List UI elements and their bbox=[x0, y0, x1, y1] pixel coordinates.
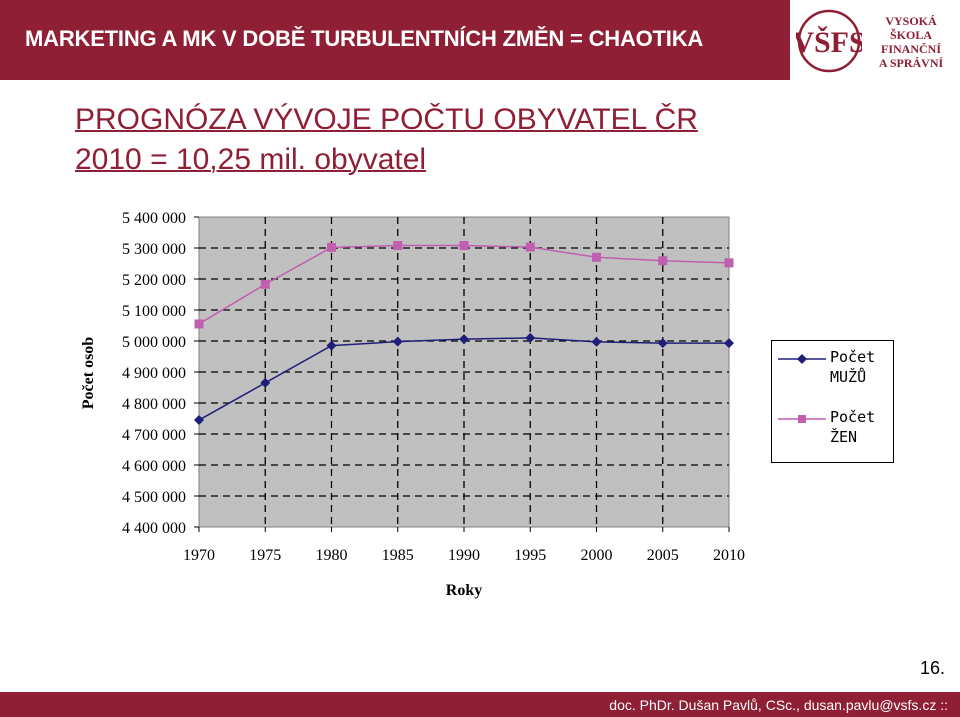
svg-text:VŠFS: VŠFS bbox=[796, 26, 862, 59]
series-zen bbox=[194, 241, 734, 329]
legend-item-muzu: Počet MUŽŮ bbox=[776, 347, 891, 393]
data-point bbox=[326, 340, 337, 351]
data-point bbox=[592, 252, 601, 262]
y-tick-label: 4 600 000 bbox=[122, 458, 186, 475]
y-tick-label: 5 000 000 bbox=[122, 334, 186, 351]
y-axis-label: Počet osob bbox=[80, 337, 97, 410]
data-point bbox=[724, 338, 734, 349]
data-point bbox=[459, 241, 469, 251]
series-layer bbox=[194, 241, 734, 426]
header-title: MARKETING A MK V DOBĚ TURBULENTNÍCH ZMĚN… bbox=[25, 26, 704, 51]
x-tick-label: 1985 bbox=[382, 547, 414, 564]
data-point bbox=[658, 256, 668, 266]
gridlines bbox=[199, 217, 729, 527]
logo-line-2: FINANČNÍ bbox=[881, 42, 941, 56]
legend-label-zen-line-2: ŽEN bbox=[830, 428, 858, 446]
series-muzu bbox=[194, 332, 734, 426]
legend-label-zen-line-1: Počet bbox=[830, 408, 876, 426]
legend-item-zen: Počet ŽEN bbox=[776, 407, 891, 453]
logo: VŠFS VYSOKÁ ŠKOLA FINANČNÍ A SPRÁVNÍ bbox=[790, 0, 960, 80]
x-tick-label: 1975 bbox=[249, 547, 281, 564]
chart-legend: Počet MUŽŮ Počet ŽEN bbox=[771, 340, 894, 463]
y-tick-label: 5 300 000 bbox=[122, 241, 186, 258]
data-point bbox=[260, 377, 271, 388]
data-point bbox=[591, 336, 602, 347]
logo-line-1: VYSOKÁ ŠKOLA bbox=[885, 14, 937, 42]
data-point bbox=[194, 415, 204, 426]
logo-line-3: A SPRÁVNÍ bbox=[878, 56, 944, 70]
slide-title-line-2: 2010 = 10,25 mil. obyvatel bbox=[75, 143, 427, 176]
data-point bbox=[525, 242, 535, 252]
y-tick-label: 4 500 000 bbox=[122, 489, 186, 506]
x-tick-label: 1980 bbox=[316, 547, 348, 564]
legend-label-muzu: Počet MUŽŮ bbox=[830, 347, 894, 387]
x-tick-label: 1970 bbox=[183, 547, 215, 564]
slide-title-line-1: PROGNÓZA VÝVOJE POČTU OBYVATEL ČR bbox=[75, 103, 698, 136]
logo-text: VYSOKÁ ŠKOLA FINANČNÍ A SPRÁVNÍ bbox=[866, 14, 956, 70]
footer-text: doc. PhDr. Dušan Pavlů, CSc., dusan.pavl… bbox=[609, 697, 948, 713]
footer-bar: doc. PhDr. Dušan Pavlů, CSc., dusan.pavl… bbox=[0, 692, 960, 717]
x-tick-label: 2005 bbox=[647, 547, 679, 564]
x-tick-label: 2000 bbox=[581, 547, 613, 564]
data-point bbox=[393, 241, 403, 251]
y-tick-label: 4 900 000 bbox=[122, 365, 186, 382]
y-tick-label: 4 700 000 bbox=[122, 427, 186, 444]
x-axis-ticks: 1970 1975 1980 1985 1990 1995 2000 2005 2010 bbox=[183, 527, 745, 564]
y-tick-label: 5 100 000 bbox=[122, 303, 186, 320]
x-tick-label: 2010 bbox=[713, 547, 745, 564]
legend-label-zen: Počet ŽEN bbox=[830, 407, 894, 447]
data-point bbox=[525, 332, 536, 343]
legend-label-muzu-line-1: Počet bbox=[830, 348, 876, 366]
legend-marker-diamond-icon bbox=[778, 354, 826, 364]
y-tick-label: 4 800 000 bbox=[122, 396, 186, 413]
data-point bbox=[194, 319, 204, 329]
data-point bbox=[459, 334, 469, 345]
data-point bbox=[724, 258, 734, 268]
legend-label-muzu-line-2: MUŽŮ bbox=[830, 368, 867, 386]
logo-emblem-icon: VŠFS bbox=[796, 9, 862, 73]
data-point bbox=[392, 336, 403, 347]
slide-title: PROGNÓZA VÝVOJE POČTU OBYVATEL ČR 2010 =… bbox=[75, 100, 698, 180]
data-point bbox=[327, 242, 336, 252]
legend-marker-square-icon bbox=[778, 415, 826, 423]
y-tick-label: 5 400 000 bbox=[122, 210, 186, 227]
page-number: 16. bbox=[919, 658, 945, 678]
y-axis-ticks: 4 400 000 4 500 000 4 600 000 4 700 000 4 80… bbox=[122, 210, 199, 537]
x-tick-label: 1990 bbox=[448, 547, 480, 564]
data-point bbox=[657, 338, 668, 349]
x-axis-label: Roky bbox=[446, 582, 482, 599]
x-tick-label: 1995 bbox=[514, 547, 546, 564]
y-tick-label: 4 400 000 bbox=[122, 520, 186, 537]
data-point bbox=[260, 279, 270, 289]
y-tick-label: 5 200 000 bbox=[122, 272, 186, 289]
